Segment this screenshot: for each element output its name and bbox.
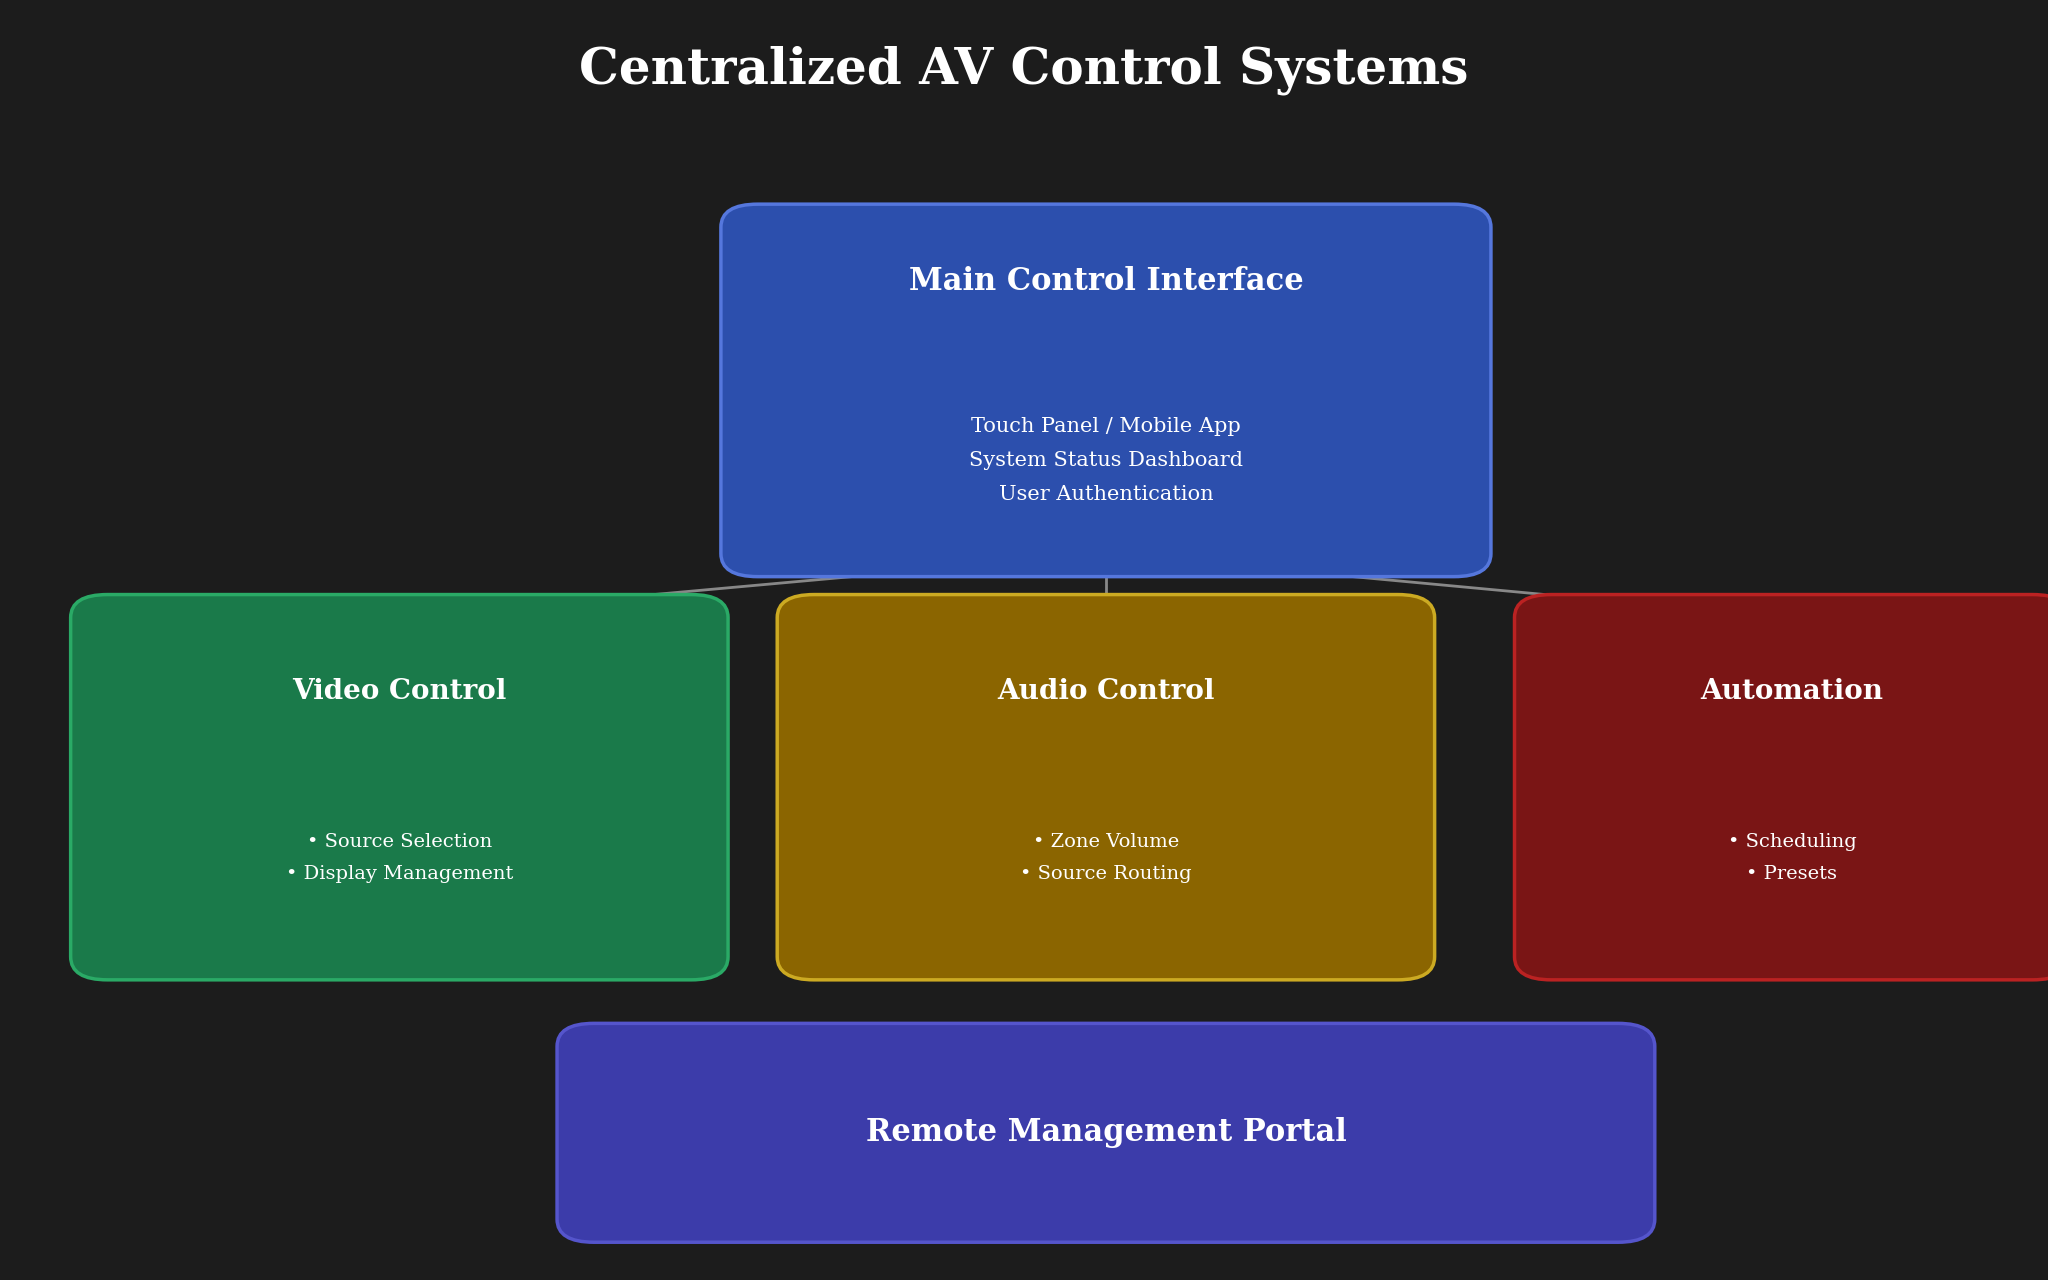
FancyBboxPatch shape [72, 594, 729, 980]
Text: • Zone Volume
• Source Routing: • Zone Volume • Source Routing [1020, 832, 1192, 883]
Text: Touch Panel / Mobile App
System Status Dashboard
User Authentication: Touch Panel / Mobile App System Status D… [969, 417, 1243, 504]
FancyBboxPatch shape [778, 594, 1434, 980]
FancyBboxPatch shape [1516, 594, 2048, 980]
FancyBboxPatch shape [721, 205, 1491, 576]
Text: Video Control: Video Control [293, 677, 506, 705]
Text: Audio Control: Audio Control [997, 677, 1214, 705]
Text: Main Control Interface: Main Control Interface [909, 266, 1303, 297]
Text: • Scheduling
• Presets: • Scheduling • Presets [1729, 832, 1855, 883]
Text: Remote Management Portal: Remote Management Portal [866, 1117, 1346, 1148]
Text: • Source Selection
• Display Management: • Source Selection • Display Management [285, 832, 514, 883]
Text: Centralized AV Control Systems: Centralized AV Control Systems [580, 46, 1468, 95]
Text: Automation: Automation [1700, 677, 1884, 705]
FancyBboxPatch shape [557, 1024, 1655, 1242]
